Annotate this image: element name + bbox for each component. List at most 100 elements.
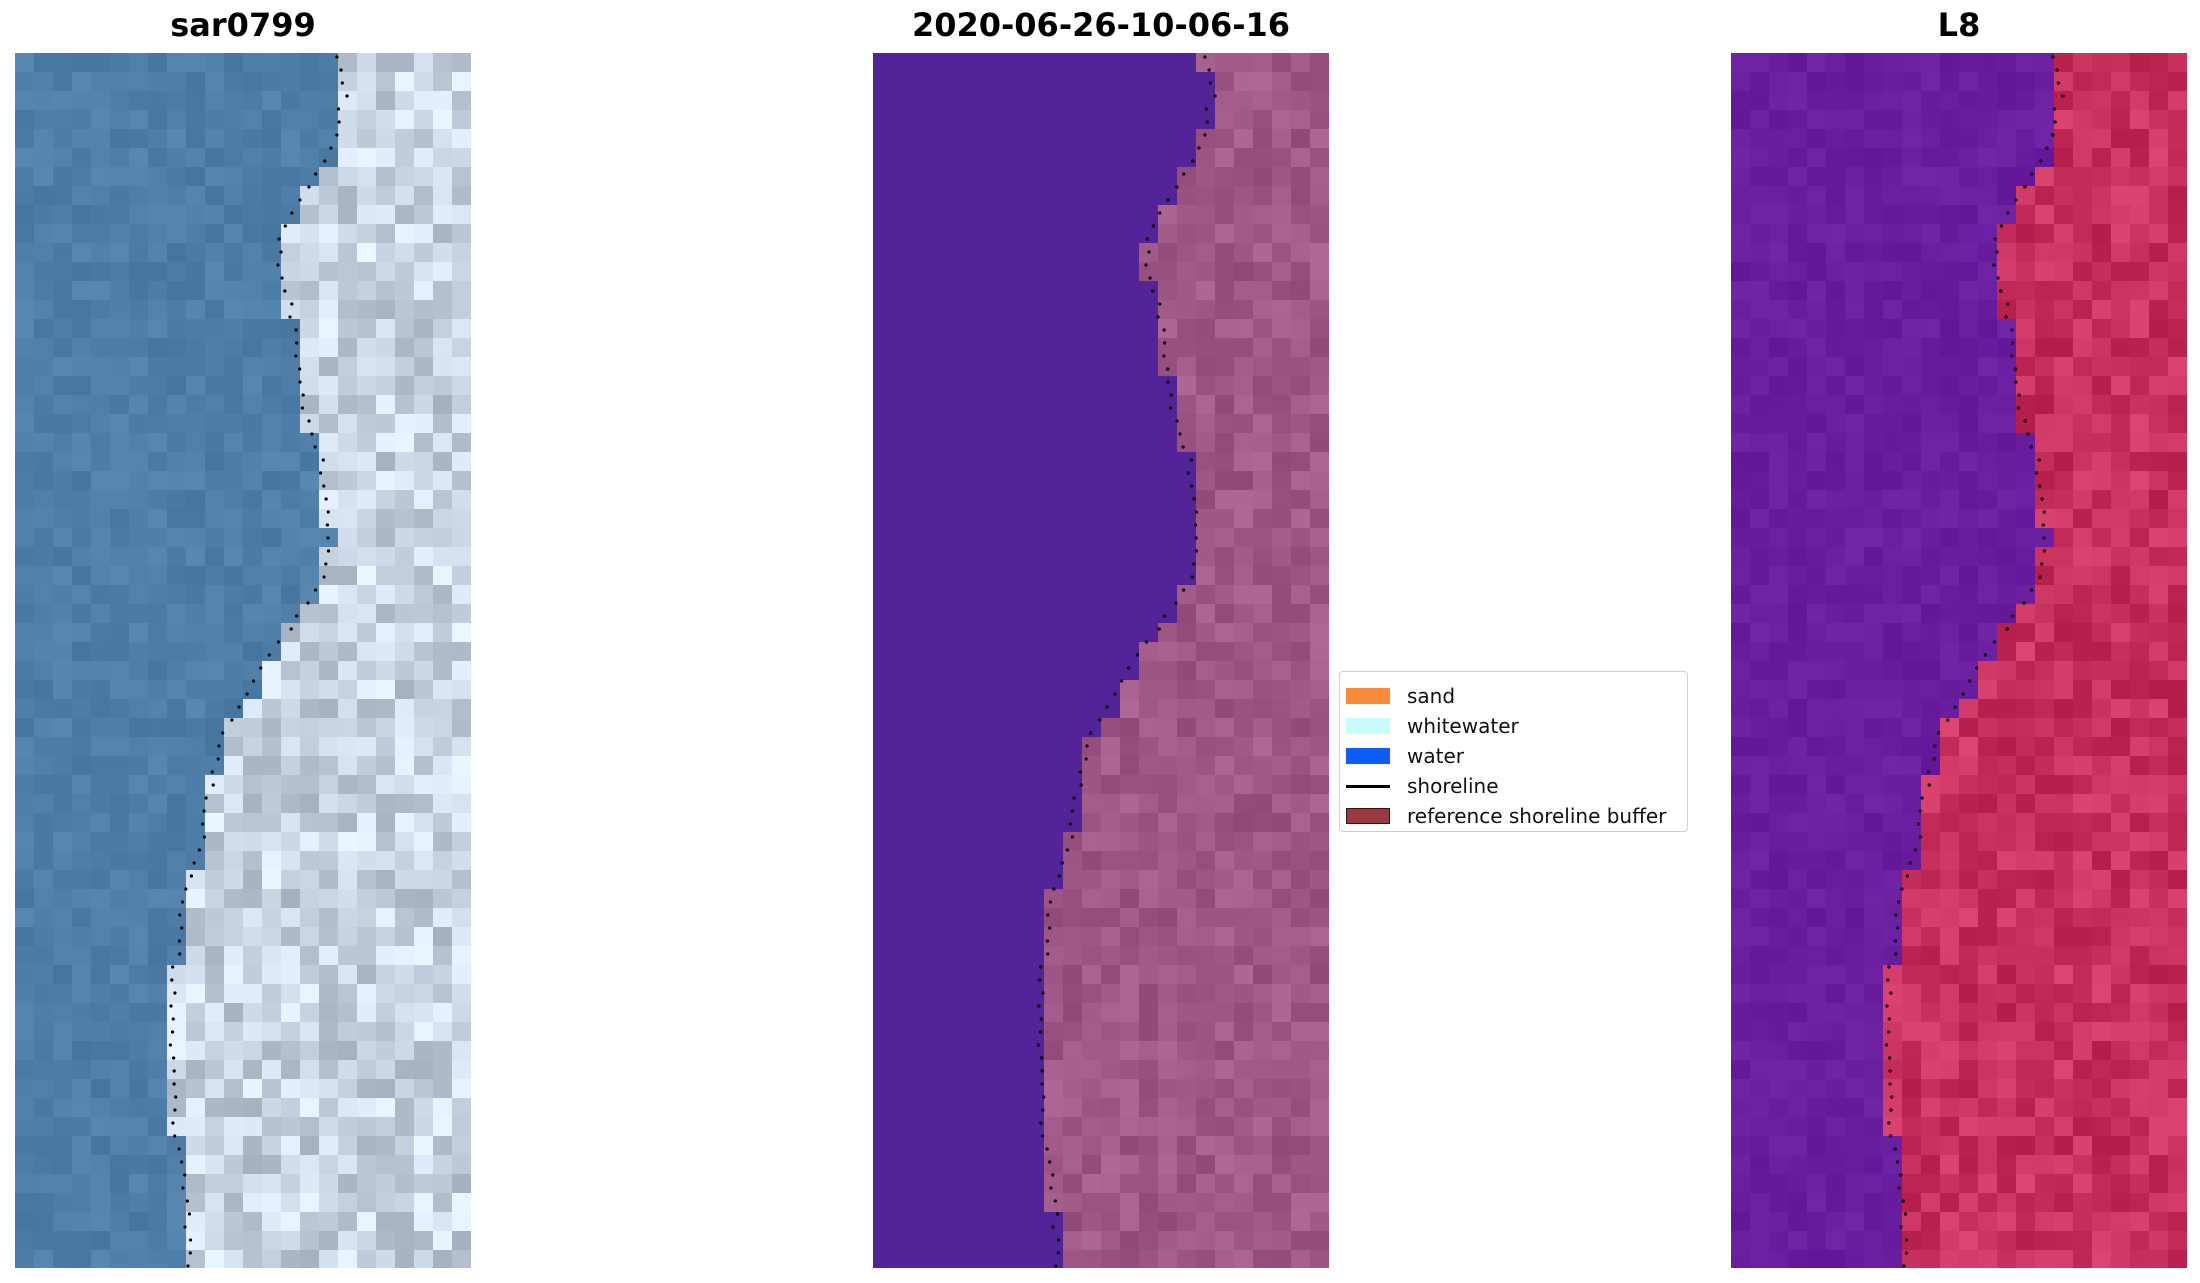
land-pixel bbox=[1063, 1003, 1083, 1023]
water-pixel bbox=[949, 1136, 969, 1156]
water-pixel bbox=[15, 1250, 35, 1268]
land-pixel bbox=[1215, 148, 1235, 168]
water-pixel bbox=[34, 1060, 54, 1080]
land-pixel bbox=[1215, 1174, 1235, 1194]
land-pixel bbox=[1253, 186, 1273, 206]
water-pixel bbox=[1826, 110, 1846, 130]
water-pixel bbox=[930, 794, 950, 814]
water-pixel bbox=[129, 680, 149, 700]
land-pixel bbox=[1959, 1041, 1979, 1061]
land-pixel bbox=[1177, 395, 1197, 415]
water-pixel bbox=[91, 300, 111, 320]
land-pixel bbox=[2035, 433, 2055, 453]
water-pixel bbox=[1921, 148, 1941, 168]
land-pixel bbox=[1196, 965, 1216, 985]
water-pixel bbox=[1750, 357, 1770, 377]
water-pixel bbox=[129, 813, 149, 833]
water-pixel bbox=[1769, 699, 1789, 719]
land-pixel bbox=[1177, 433, 1197, 453]
land-pixel bbox=[2035, 984, 2055, 1004]
land-pixel bbox=[1215, 832, 1235, 852]
land-pixel bbox=[1101, 737, 1121, 757]
land-pixel bbox=[1272, 72, 1292, 92]
land-pixel bbox=[1101, 718, 1121, 738]
land-pixel bbox=[1310, 357, 1329, 377]
land-pixel bbox=[262, 851, 282, 871]
land-pixel bbox=[338, 167, 358, 187]
water-pixel bbox=[129, 1041, 149, 1061]
water-pixel bbox=[1845, 167, 1865, 187]
land-pixel bbox=[357, 737, 377, 757]
shoreline-point bbox=[1886, 978, 1890, 982]
land-pixel bbox=[1253, 414, 1273, 434]
water-pixel bbox=[224, 205, 244, 225]
land-pixel bbox=[433, 623, 453, 643]
land-pixel bbox=[395, 661, 415, 681]
shoreline-point bbox=[2030, 172, 2034, 176]
land-pixel bbox=[1978, 832, 1998, 852]
water-pixel bbox=[1902, 585, 1922, 605]
water-pixel bbox=[1769, 1079, 1789, 1099]
water-pixel bbox=[1158, 452, 1178, 472]
land-pixel bbox=[2016, 395, 2036, 415]
land-pixel bbox=[1234, 433, 1254, 453]
water-pixel bbox=[281, 338, 301, 358]
shoreline-point bbox=[2038, 484, 2042, 488]
shoreline-point bbox=[1207, 68, 1211, 72]
land-pixel bbox=[300, 1117, 320, 1137]
water-pixel bbox=[129, 186, 149, 206]
water-pixel bbox=[110, 433, 130, 453]
land-pixel bbox=[2035, 889, 2055, 909]
shoreline-point bbox=[169, 1004, 173, 1008]
shoreline-point bbox=[1182, 172, 1186, 176]
water-pixel bbox=[53, 547, 73, 567]
water-pixel bbox=[1731, 1155, 1751, 1175]
water-pixel bbox=[53, 604, 73, 624]
water-pixel bbox=[949, 1117, 969, 1137]
water-pixel bbox=[1864, 832, 1884, 852]
water-pixel bbox=[930, 528, 950, 548]
land-pixel bbox=[1310, 490, 1329, 510]
water-pixel bbox=[1845, 737, 1865, 757]
land-pixel bbox=[186, 870, 206, 890]
land-pixel bbox=[1310, 281, 1329, 301]
land-pixel bbox=[1978, 908, 1998, 928]
water-pixel bbox=[968, 281, 988, 301]
land-pixel bbox=[319, 376, 339, 396]
water-pixel bbox=[53, 908, 73, 928]
land-pixel bbox=[2130, 395, 2150, 415]
water-pixel bbox=[91, 889, 111, 909]
water-pixel bbox=[72, 794, 92, 814]
water-pixel bbox=[873, 1041, 893, 1061]
shoreline-point bbox=[1887, 1121, 1891, 1125]
water-pixel bbox=[34, 53, 54, 73]
land-pixel bbox=[1234, 186, 1254, 206]
land-pixel bbox=[338, 528, 358, 548]
land-pixel bbox=[1253, 281, 1273, 301]
water-pixel bbox=[1883, 680, 1903, 700]
land-pixel bbox=[2016, 1098, 2036, 1118]
water-pixel bbox=[1769, 205, 1789, 225]
water-pixel bbox=[110, 984, 130, 1004]
water-pixel bbox=[1006, 509, 1026, 529]
land-pixel bbox=[2111, 319, 2131, 339]
water-pixel bbox=[110, 623, 130, 643]
water-pixel bbox=[892, 452, 912, 472]
land-pixel bbox=[1101, 832, 1121, 852]
land-pixel bbox=[1291, 167, 1311, 187]
land-pixel bbox=[1234, 794, 1254, 814]
shoreline-point bbox=[204, 796, 208, 800]
water-pixel bbox=[72, 965, 92, 985]
water-pixel bbox=[1883, 737, 1903, 757]
land-pixel bbox=[205, 1136, 225, 1156]
land-pixel bbox=[433, 794, 453, 814]
water-pixel bbox=[1788, 300, 1808, 320]
land-pixel bbox=[2111, 433, 2131, 453]
land-pixel bbox=[395, 680, 415, 700]
land-pixel bbox=[1272, 509, 1292, 529]
water-pixel bbox=[91, 1250, 111, 1268]
land-pixel bbox=[2073, 946, 2093, 966]
land-pixel bbox=[1310, 167, 1329, 187]
water-pixel bbox=[1120, 243, 1140, 263]
water-pixel bbox=[15, 1136, 35, 1156]
